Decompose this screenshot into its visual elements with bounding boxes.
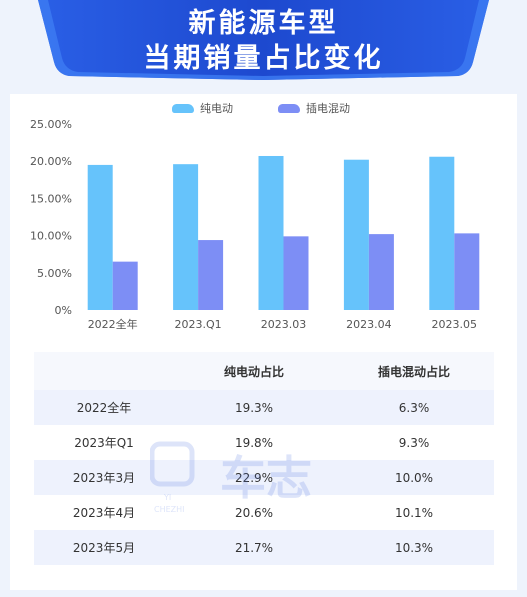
y-tick-label: 25.00% [30,118,72,131]
table-header-cell: 插电混动占比 [377,364,450,379]
table-header-row: 纯电动占比 插电混动占比 [34,352,494,390]
bar-bev [258,155,284,310]
table-cell: 2023年3月 [72,471,136,485]
table-cell: 10.0% [394,470,434,485]
car-icon [278,103,300,113]
legend-label-phev: 插电混动 [306,102,350,115]
table-cell: 6.3% [398,400,430,415]
table-row: 2022全年 19.3% 6.3% [34,390,494,425]
bar-bev [429,156,455,310]
table-cell: 2023年4月 [72,506,136,520]
table-cell: 2023年5月 [72,541,136,555]
legend-item-phev: 插电混动 [278,100,350,116]
table-cell: 2022全年 [76,401,132,415]
bar-phev [454,233,480,310]
table-cell: 19.3% [234,400,274,415]
legend-item-bev: 纯电动 [172,100,233,116]
bar-phev [198,240,224,310]
y-tick-label: 15.00% [30,192,72,205]
banner-shape [38,0,489,80]
title-line-2: 当期销量占比变化 [143,43,384,74]
bar-bev [87,164,113,310]
data-table: 纯电动占比 插电混动占比 2022全年 19.3% 6.3% 2023年Q1 1… [34,352,494,565]
title-banner: 新能源车型 当期销量占比变化 [38,0,489,80]
table-row: 2023年4月 20.6% 10.1% [34,495,494,530]
table-cell: 10.1% [394,505,434,520]
bar-phev [368,234,394,310]
table-row: 2023年Q1 19.8% 9.3% [34,425,494,460]
bar-chart: 25.00% 20.00% 15.00% 10.00% 5.00% 0% 2022全年 202… [30,118,480,331]
chart-title: 新能源车型 当期销量占比变化 [38,6,489,76]
table-cell: 10.3% [394,540,434,555]
table-cell: 20.6% [234,505,274,520]
x-tick-label: 2022全年 [88,317,138,331]
y-tick-label: 20.00% [30,155,72,168]
table-cell: 19.8% [234,435,274,450]
x-tick-label: 2023.Q1 [175,318,222,331]
legend-label-bev: 纯电动 [200,102,233,115]
chart-legend: 纯电动 插电混动 [0,98,527,122]
table-row: 2023年3月 22.9% 10.0% [34,460,494,495]
table-cell: 22.9% [234,470,274,485]
table-cell: 21.7% [234,540,274,555]
x-tick-label: 2023.05 [432,318,478,331]
table-cell: 2023年Q1 [74,436,134,450]
bar-bev [343,159,369,310]
car-icon [172,103,194,113]
table-cell: 9.3% [398,435,430,450]
y-tick-label: 0% [55,304,72,317]
x-tick-label: 2023.04 [346,318,392,331]
x-tick-label: 2023.03 [261,318,307,331]
table-row: 2023年5月 21.7% 10.3% [34,530,494,565]
y-tick-label: 10.00% [30,230,72,243]
title-line-1: 新能源车型 [188,8,339,39]
bar-bev [173,164,199,310]
bar-phev [112,261,138,310]
bar-phev [283,236,309,310]
table-header-cell: 纯电动占比 [223,364,284,379]
y-tick-label: 5.00% [37,267,72,280]
